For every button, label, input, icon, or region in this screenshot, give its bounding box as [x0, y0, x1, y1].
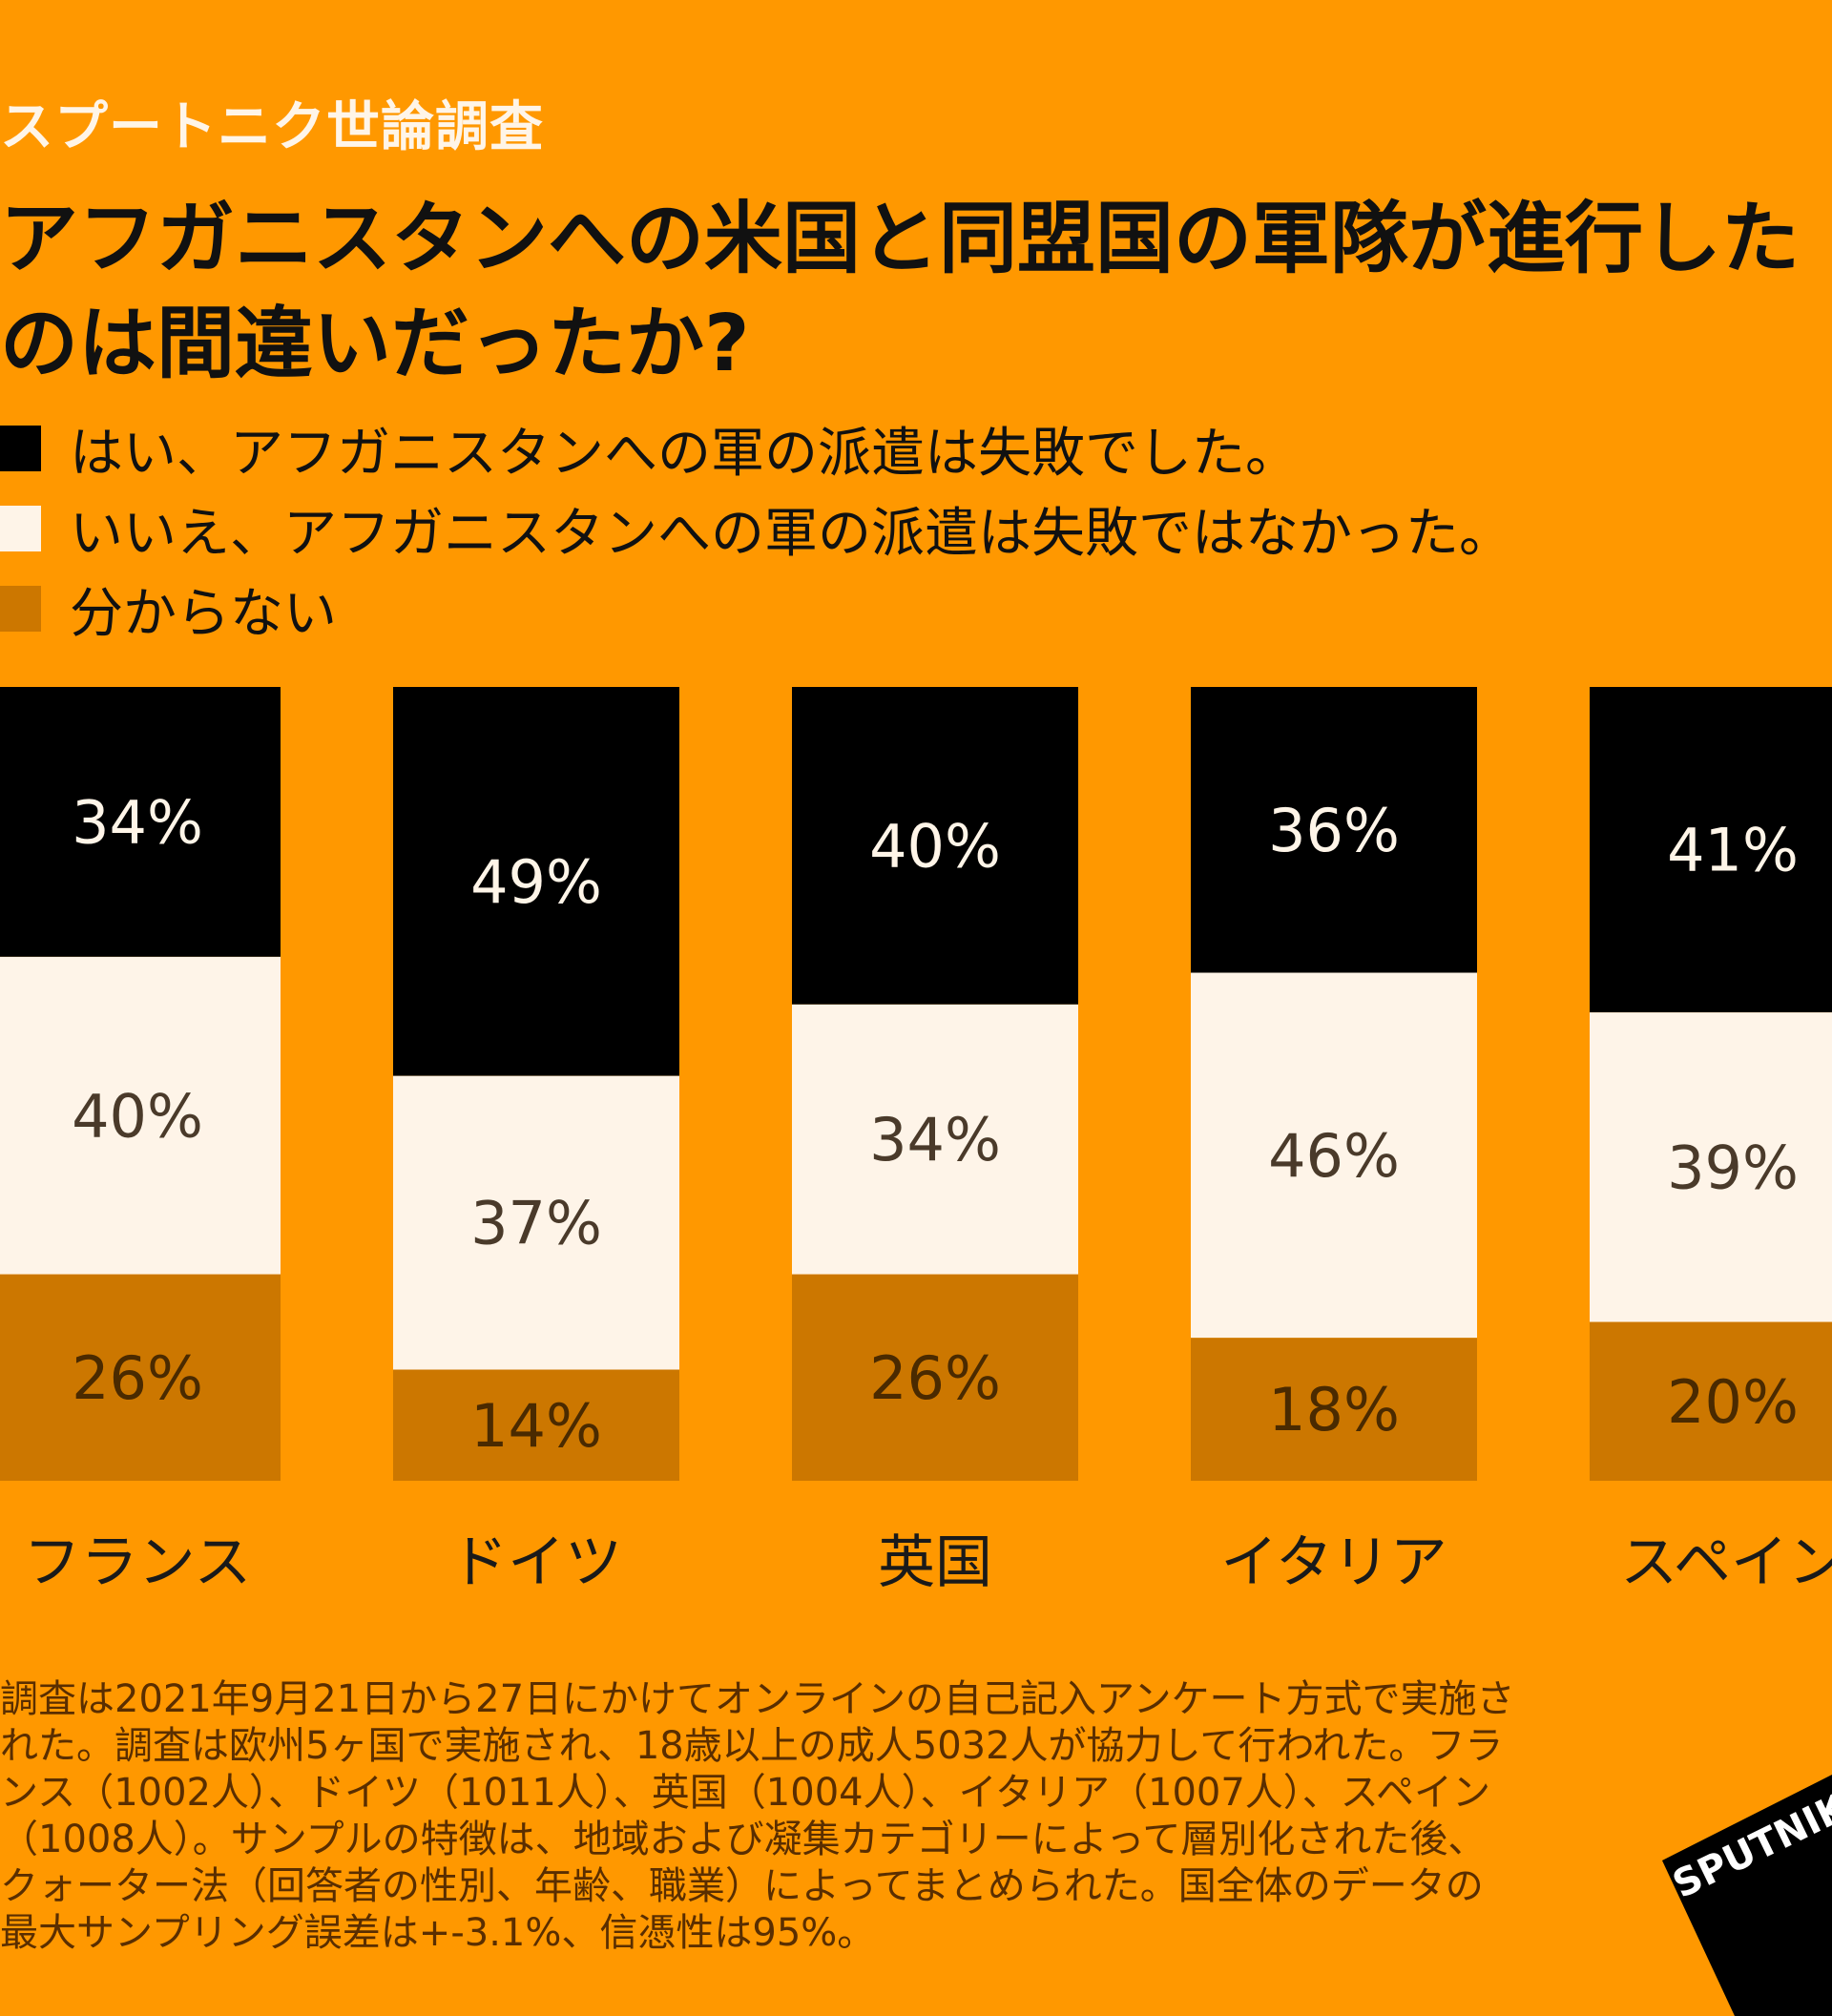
survey-footnote: 調査は2021年9月21日から27日にかけてオンラインの自己記入アンケート方式で… [0, 1677, 1515, 1955]
legend-swatch-yes [0, 426, 41, 471]
data-label: 46% [1268, 1121, 1400, 1191]
data-label: 36% [1268, 796, 1400, 865]
bar-segment [0, 687, 281, 957]
data-label: 18% [1268, 1375, 1400, 1444]
bar-segment [393, 1075, 679, 1370]
category-label: スペイン [1620, 1529, 1832, 1596]
data-label: 49% [470, 847, 602, 917]
bar-segment [0, 1274, 281, 1481]
data-label: 26% [72, 1343, 203, 1413]
bar-segment [1590, 687, 1832, 1013]
legend-item-yes: はい、アフガニスタンへの軍の派遣は失敗でした。 [0, 408, 1512, 488]
data-label: 37% [470, 1189, 602, 1258]
chart-title-line1: アフガニスタンへの米国と同盟国の軍隊が進行した [0, 194, 1801, 284]
chart-title: アフガニスタンへの米国と同盟国の軍隊が進行した のは間違いだったか? [0, 187, 1800, 397]
bar-segment [792, 1004, 1078, 1275]
sputnik-logo-shape [1662, 1775, 1832, 2016]
bar-segment [1191, 972, 1477, 1339]
legend-label-yes: はい、アフガニスタンへの軍の派遣は失敗でした。 [70, 422, 1299, 485]
survey-kicker: スプートニク世論調査 [0, 96, 544, 158]
data-label: 39% [1667, 1133, 1799, 1202]
category-label: フランス [24, 1529, 252, 1596]
stacked-bar-chart: 34% 40% 26% フランス 49% 37% 14% ドイツ 40% 34% 26% 英国 36% 4… [0, 687, 1832, 1596]
bar-segment [393, 687, 679, 1076]
bar-segment [1191, 687, 1477, 973]
bar-segment [1590, 1012, 1832, 1322]
data-label: 20% [1667, 1367, 1799, 1437]
data-label: 26% [869, 1343, 1001, 1413]
bar-segment [1590, 1321, 1832, 1481]
data-label: 34% [869, 1105, 1001, 1174]
bar-segment [792, 687, 1078, 1005]
legend-label-no: いいえ、アフガニスタンへの軍の派遣は失敗ではなかった。 [70, 502, 1512, 565]
legend: はい、アフガニスタンへの軍の派遣は失敗でした。 いいえ、アフガニスタンへの軍の派… [0, 408, 1512, 649]
bar-segment [1191, 1338, 1477, 1481]
category-label: ドイツ [450, 1529, 622, 1596]
bar-segment [393, 1369, 679, 1481]
data-label: 40% [72, 1081, 203, 1151]
legend-label-dont-know: 分からない [70, 582, 337, 645]
data-label: 14% [470, 1391, 602, 1461]
data-label: 40% [869, 811, 1001, 881]
bar-segment [0, 956, 281, 1275]
bar-segment [792, 1274, 1078, 1481]
data-label: 34% [72, 787, 203, 857]
legend-swatch-dont-know [0, 586, 41, 632]
legend-item-dont-know: 分からない [0, 569, 1512, 649]
data-label: 41% [1667, 816, 1799, 885]
chart-title-line2: のは間違いだったか? [0, 299, 750, 389]
category-label: イタリア [1220, 1529, 1447, 1596]
category-label: 英国 [878, 1529, 992, 1596]
legend-swatch-no [0, 506, 41, 551]
legend-item-no: いいえ、アフガニスタンへの軍の派遣は失敗ではなかった。 [0, 488, 1512, 569]
